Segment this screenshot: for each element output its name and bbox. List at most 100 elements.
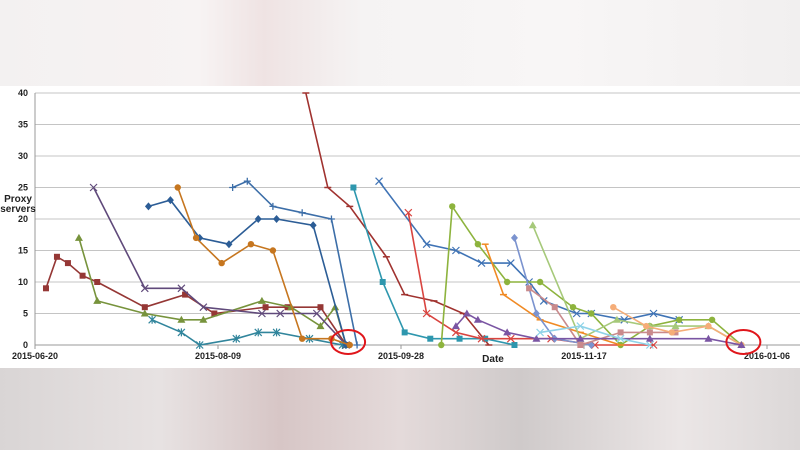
series-line [528, 287, 676, 346]
data-point [451, 322, 460, 330]
data-point [438, 341, 445, 349]
data-point [462, 309, 471, 317]
data-point [645, 341, 654, 349]
data-point [243, 177, 251, 185]
data-point [64, 260, 71, 267]
data-point [375, 177, 383, 186]
data-point [309, 221, 317, 230]
data-point [229, 184, 237, 191]
series-line [176, 187, 351, 346]
data-point [140, 309, 149, 317]
data-point [539, 296, 548, 305]
x-axis-ticks: 2015-06-20 2015-08-09 2015-09-28 2015-11-17… [12, 345, 790, 361]
annotations [330, 329, 762, 355]
series-7 [229, 177, 361, 349]
data-point [404, 208, 413, 217]
x-tick-label: 2015-08-09 [195, 351, 241, 361]
data-point [177, 284, 186, 293]
series-line [148, 199, 347, 346]
series-line [305, 92, 490, 346]
series-8 [302, 92, 493, 346]
series-line [352, 187, 515, 346]
series-line [407, 212, 654, 346]
data-point [427, 335, 434, 342]
series-19 [536, 322, 654, 349]
data-point [649, 341, 658, 349]
data-point [587, 341, 595, 349]
data-point [254, 328, 263, 337]
red-circle-annotation [330, 329, 367, 355]
data-point [144, 202, 152, 211]
data-point [93, 296, 102, 304]
data-point [211, 310, 218, 317]
data-point [477, 334, 486, 343]
data-point [247, 241, 255, 248]
data-point [298, 209, 306, 217]
data-point [148, 315, 157, 324]
data-point [649, 309, 658, 318]
y-axis-title: Proxy servers [0, 194, 36, 215]
data-point [576, 334, 585, 342]
x-axis-title: Date [482, 354, 504, 365]
data-point [617, 329, 624, 336]
data-point [254, 215, 262, 223]
data-point [576, 322, 585, 331]
data-point [353, 341, 361, 349]
data-point [616, 334, 625, 343]
data-point [182, 291, 189, 298]
series-layer [42, 92, 746, 349]
data-point [79, 272, 86, 279]
data-point [526, 285, 533, 292]
data-point [422, 309, 431, 318]
y-tick-label: 0 [23, 340, 28, 350]
data-point [511, 342, 518, 348]
y-tick-label: 20 [18, 214, 28, 224]
series-2 [74, 233, 351, 348]
data-point [192, 234, 200, 242]
series-line [92, 187, 347, 346]
data-point [704, 334, 713, 342]
y-tick-label: 30 [18, 151, 28, 161]
data-point [273, 215, 281, 223]
data-point [532, 309, 540, 318]
data-point [643, 322, 650, 330]
y-tick-label: 10 [18, 277, 28, 287]
data-point [536, 328, 545, 337]
series-line [513, 237, 592, 346]
data-point [675, 316, 683, 323]
data-point [612, 315, 621, 323]
data-point [646, 329, 653, 336]
series-5 [144, 196, 350, 349]
series-line [378, 180, 680, 321]
data-point [577, 342, 584, 348]
data-point [528, 221, 537, 229]
data-point [166, 196, 174, 205]
data-point [536, 278, 544, 286]
y-tick-label: 15 [18, 246, 28, 256]
series-line [440, 204, 742, 347]
data-point [257, 296, 266, 304]
series-10 [375, 177, 684, 324]
data-point [269, 247, 277, 254]
y-tick-label: 35 [18, 120, 28, 130]
data-point [671, 322, 680, 330]
data-point [262, 304, 269, 311]
series-18 [451, 309, 746, 348]
series-line [232, 180, 358, 346]
data-point [298, 335, 306, 342]
series-3 [89, 183, 351, 349]
y-tick-label: 5 [23, 309, 28, 319]
red-circle-annotation [725, 329, 762, 355]
data-point [737, 341, 746, 348]
series-12 [438, 203, 745, 349]
data-point [177, 328, 186, 337]
data-point [503, 278, 511, 286]
data-point [477, 259, 486, 268]
blurred-background-top [0, 0, 800, 86]
data-point [312, 309, 321, 318]
data-point [269, 202, 277, 210]
data-point [422, 240, 431, 249]
data-point [316, 322, 325, 330]
data-point [645, 334, 654, 342]
